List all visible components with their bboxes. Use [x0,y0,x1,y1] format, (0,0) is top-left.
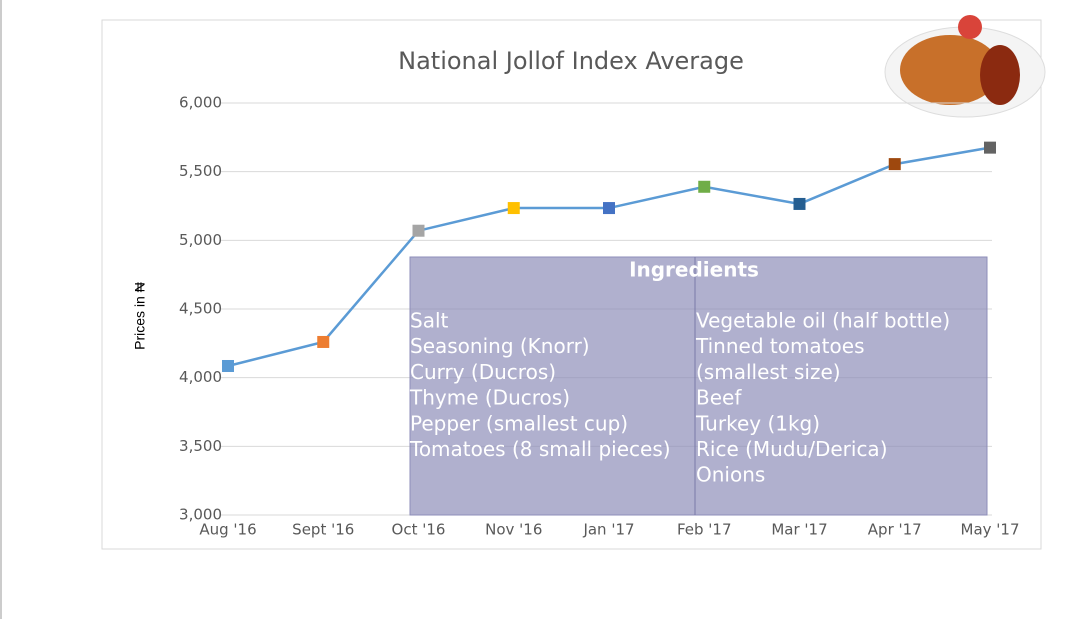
marker [888,158,901,171]
y-tick-label: 3,500 [179,437,222,455]
x-tick-label: May '17 [961,521,1020,539]
food-image [884,15,1046,118]
ingredients-box [409,256,988,516]
y-tick-label: 5,500 [179,162,222,180]
marker [698,180,711,193]
ingredient: Pepper (smallest cup) [410,411,628,435]
y-tick-label: 4,500 [179,300,222,318]
y-tick-label: 6,000 [179,94,222,112]
ingredient: Tomatoes (8 small pieces) [409,437,671,461]
ingredient: Tinned tomatoes [695,334,865,358]
x-tick-label: Feb '17 [677,521,732,539]
x-tick-label: Aug '16 [199,521,256,539]
marker [317,335,330,348]
marker [984,141,996,154]
ingredient: (smallest size) [696,360,841,384]
y-tick-label: 5,000 [179,231,222,249]
y-tick-label: 4,000 [179,368,222,386]
marker [222,359,234,372]
x-tick-label: Sept '16 [292,521,354,539]
ingredient: Vegetable oil (half bottle) [696,309,950,333]
marker [603,202,615,215]
ingredient: Curry (Ducros) [410,360,556,384]
chart-title: National Jollof Index Average [398,47,744,75]
ingredient: Onions [696,463,765,487]
ingredient: Salt [410,309,449,333]
ingredient: Turkey (1kg) [695,411,820,435]
ingredient: Beef [696,386,742,410]
x-tick-label: Oct '16 [392,521,446,539]
x-tick-label: Jan '17 [582,521,634,539]
ingredients-title: Ingredients [629,258,759,282]
x-tick-label: Mar '17 [771,521,827,539]
marker [412,224,425,237]
x-tick-label: Apr '17 [868,521,922,539]
marker [793,197,806,210]
marker [507,202,520,215]
y-tick-label: 3,000 [179,506,222,524]
x-tick-label: Nov '16 [485,521,542,539]
ingredient: Seasoning (Knorr) [410,334,590,358]
ingredient: Rice (Mudu/Derica) [696,437,888,461]
y-axis-label: Prices in ₦ [132,282,148,350]
ingredient: Thyme (Ducros) [409,386,570,410]
